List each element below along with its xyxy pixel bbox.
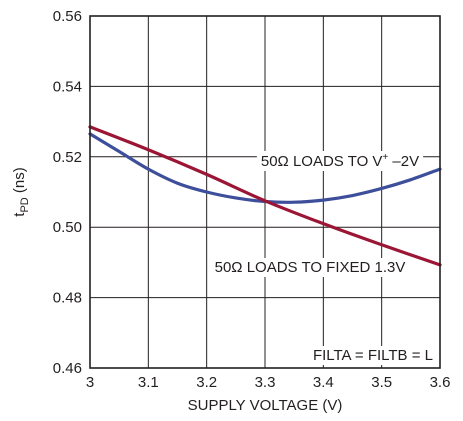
- x-tick-label: 3.2: [196, 374, 217, 391]
- x-axis-label: SUPPLY VOLTAGE (V): [188, 397, 343, 414]
- blue-series-label-sup: +: [382, 152, 388, 163]
- blue-series-label-post: –2V: [388, 153, 419, 170]
- x-tick-label: 3: [86, 374, 94, 391]
- x-tick-label: 3.4: [313, 374, 334, 391]
- grid: [90, 16, 440, 368]
- blue-series-label: 50Ω LOADS TO V+ –2V: [261, 152, 419, 170]
- red-series-label: 50Ω LOADS TO FIXED 1.3V: [215, 259, 406, 276]
- red-series-line: [88, 125, 442, 267]
- blue-series-label-background: [256, 151, 424, 171]
- y-tick-label: 0.50: [53, 219, 82, 236]
- x-tick-labels: 3 3.1 3.2 3.3 3.4 3.5 3.6: [86, 374, 451, 391]
- series-group: [88, 125, 442, 267]
- y-tick-label: 0.52: [53, 149, 82, 166]
- y-tick-label: 0.48: [53, 290, 82, 307]
- plot-frame: [89, 15, 441, 369]
- filter-annotation: FILTA = FILTB = L: [313, 347, 433, 364]
- x-tick-label: 3.3: [255, 374, 276, 391]
- y-axis-label-main: t: [11, 212, 28, 217]
- y-axis-label: tPD (ns): [11, 167, 31, 216]
- y-axis-label-unit: (ns): [11, 167, 28, 197]
- y-tick-label: 0.46: [53, 360, 82, 377]
- x-tick-label: 3.5: [371, 374, 392, 391]
- y-axis-label-sub: PD: [19, 197, 31, 212]
- filter-annotation-background: [309, 346, 436, 365]
- y-tick-label: 0.56: [53, 8, 82, 25]
- blue-series-label-pre: 50Ω LOADS TO V: [261, 153, 383, 170]
- y-tick-label: 0.54: [53, 78, 82, 95]
- x-tick-label: 3.1: [138, 374, 159, 391]
- y-tick-labels: 0.46 0.48 0.50 0.52 0.54 0.56: [53, 8, 82, 377]
- red-series-label-background: [211, 258, 409, 277]
- x-tick-label: 3.6: [430, 374, 451, 391]
